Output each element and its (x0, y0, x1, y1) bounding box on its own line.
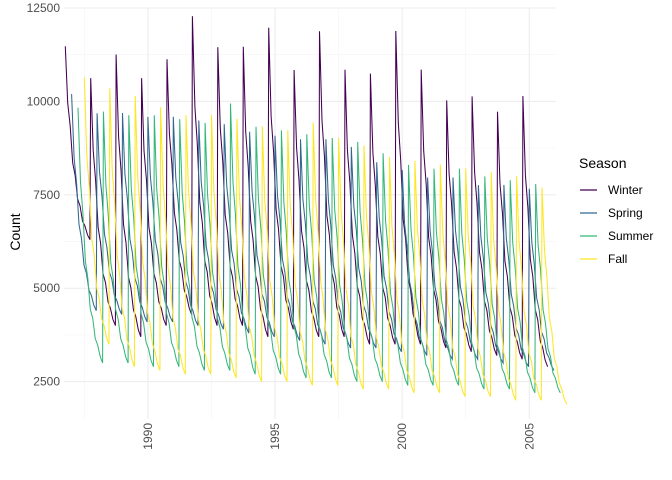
legend-item-summer: Summer (580, 229, 653, 243)
y-tick-label: 2500 (33, 375, 60, 389)
y-axis-title: Count (7, 213, 23, 250)
series-lines (64, 16, 568, 405)
x-tick-label: 1990 (141, 423, 155, 450)
y-tick-label: 5000 (33, 281, 60, 295)
y-tick-label: 12500 (27, 1, 61, 15)
y-axis-tick-labels: 2500 5000 7500 10000 12500 (27, 1, 61, 389)
x-tick-label: 2000 (395, 423, 409, 450)
legend-label: Spring (608, 206, 643, 220)
series-line-fall (83, 77, 568, 405)
y-tick-label: 10000 (27, 94, 61, 108)
legend-item-spring: Spring (580, 206, 643, 220)
legend-item-fall: Fall (580, 252, 627, 266)
x-axis-tick-labels: 1990 1995 2000 2005 (141, 423, 536, 450)
x-tick-label: 2005 (522, 423, 536, 450)
legend-label: Fall (608, 252, 627, 266)
y-tick-label: 7500 (33, 188, 60, 202)
legend-title: Season (579, 155, 626, 171)
legend-label: Winter (608, 183, 643, 197)
legend: Winter Spring Summer Fall (580, 183, 653, 266)
legend-item-winter: Winter (580, 183, 643, 197)
series-line-summer (77, 103, 561, 394)
x-tick-label: 1995 (268, 423, 282, 450)
legend-label: Summer (608, 229, 653, 243)
